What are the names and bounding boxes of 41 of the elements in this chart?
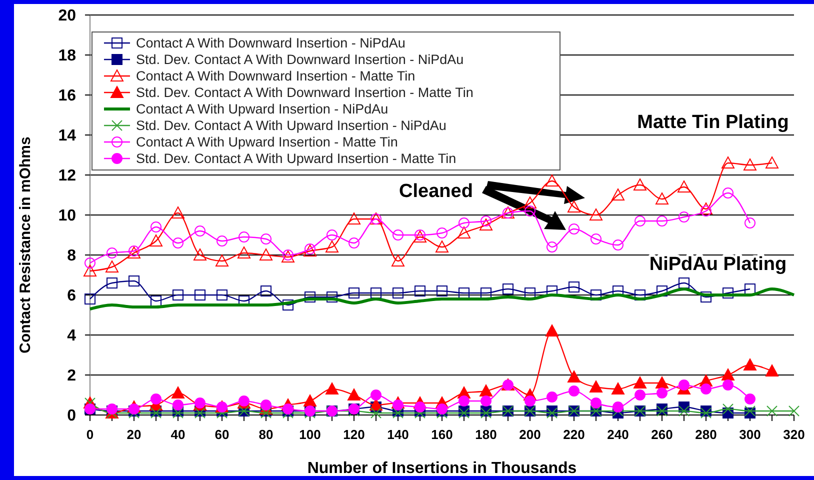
x-tick-label: 280 — [695, 427, 717, 442]
annotation: Matte Tin Plating — [637, 112, 789, 133]
x-tick-label: 320 — [783, 427, 805, 442]
x-tick-label: 300 — [739, 427, 761, 442]
x-tick-label: 100 — [299, 427, 321, 442]
legend-label: Std. Dev. Contact A With Upward Insertion - NiPdAu — [136, 118, 446, 134]
legend-label: Std. Dev. Contact A With Upward Insertion - Matte Tin — [136, 151, 456, 166]
x-tick-label: 160 — [431, 427, 453, 442]
x-tick-label: 180 — [475, 427, 497, 442]
y-tick-label: 14 — [58, 128, 76, 145]
y-tick-label: 0 — [67, 408, 76, 425]
y-tick-label: 16 — [58, 88, 76, 105]
legend-label: Std. Dev. Contact A With Downward Insertion - Matte Tin — [136, 85, 474, 100]
y-tick-label: 4 — [67, 328, 76, 345]
y-tick-label: 8 — [67, 248, 76, 265]
x-axis-title: Number of Insertions in Thousands — [307, 460, 577, 477]
x-tick-label: 260 — [651, 427, 673, 442]
legend-label: Contact A With Upward Insertion - NiPdAu — [136, 102, 388, 117]
y-axis-title: Contact Resistance in mOhms — [17, 136, 34, 354]
x-tick-label: 40 — [170, 427, 186, 442]
y-tick-label: 12 — [58, 168, 76, 185]
x-tick-label: 80 — [258, 427, 274, 442]
y-tick-label: 10 — [58, 208, 76, 225]
x-tick-label: 200 — [519, 427, 541, 442]
x-tick-label: 220 — [563, 427, 585, 442]
y-tick-label: 18 — [58, 48, 76, 65]
y-tick-label: 6 — [67, 288, 76, 305]
legend-label: Contact A With Downward Insertion - NiPdAu — [136, 36, 406, 51]
x-tick-label: 140 — [387, 427, 409, 442]
annotation: Cleaned — [399, 181, 473, 202]
x-tick-label: 20 — [126, 427, 142, 442]
legend-label: Contact A With Downward Insertion - Matte Tin — [136, 68, 416, 84]
x-tick-label: 120 — [343, 427, 365, 442]
annotation: NiPdAu Plating — [649, 254, 787, 275]
x-tick-label: 60 — [214, 427, 230, 442]
legend-label: Contact A With Upward Insertion - Matte Tin — [136, 134, 398, 150]
legend-label: Std. Dev. Contact A With Downward Insertion - NiPdAu — [136, 52, 464, 68]
x-tick-label: 240 — [607, 427, 629, 442]
y-tick-label: 2 — [67, 368, 76, 385]
x-tick-label: 0 — [86, 427, 94, 442]
y-tick-label: 20 — [58, 8, 76, 25]
